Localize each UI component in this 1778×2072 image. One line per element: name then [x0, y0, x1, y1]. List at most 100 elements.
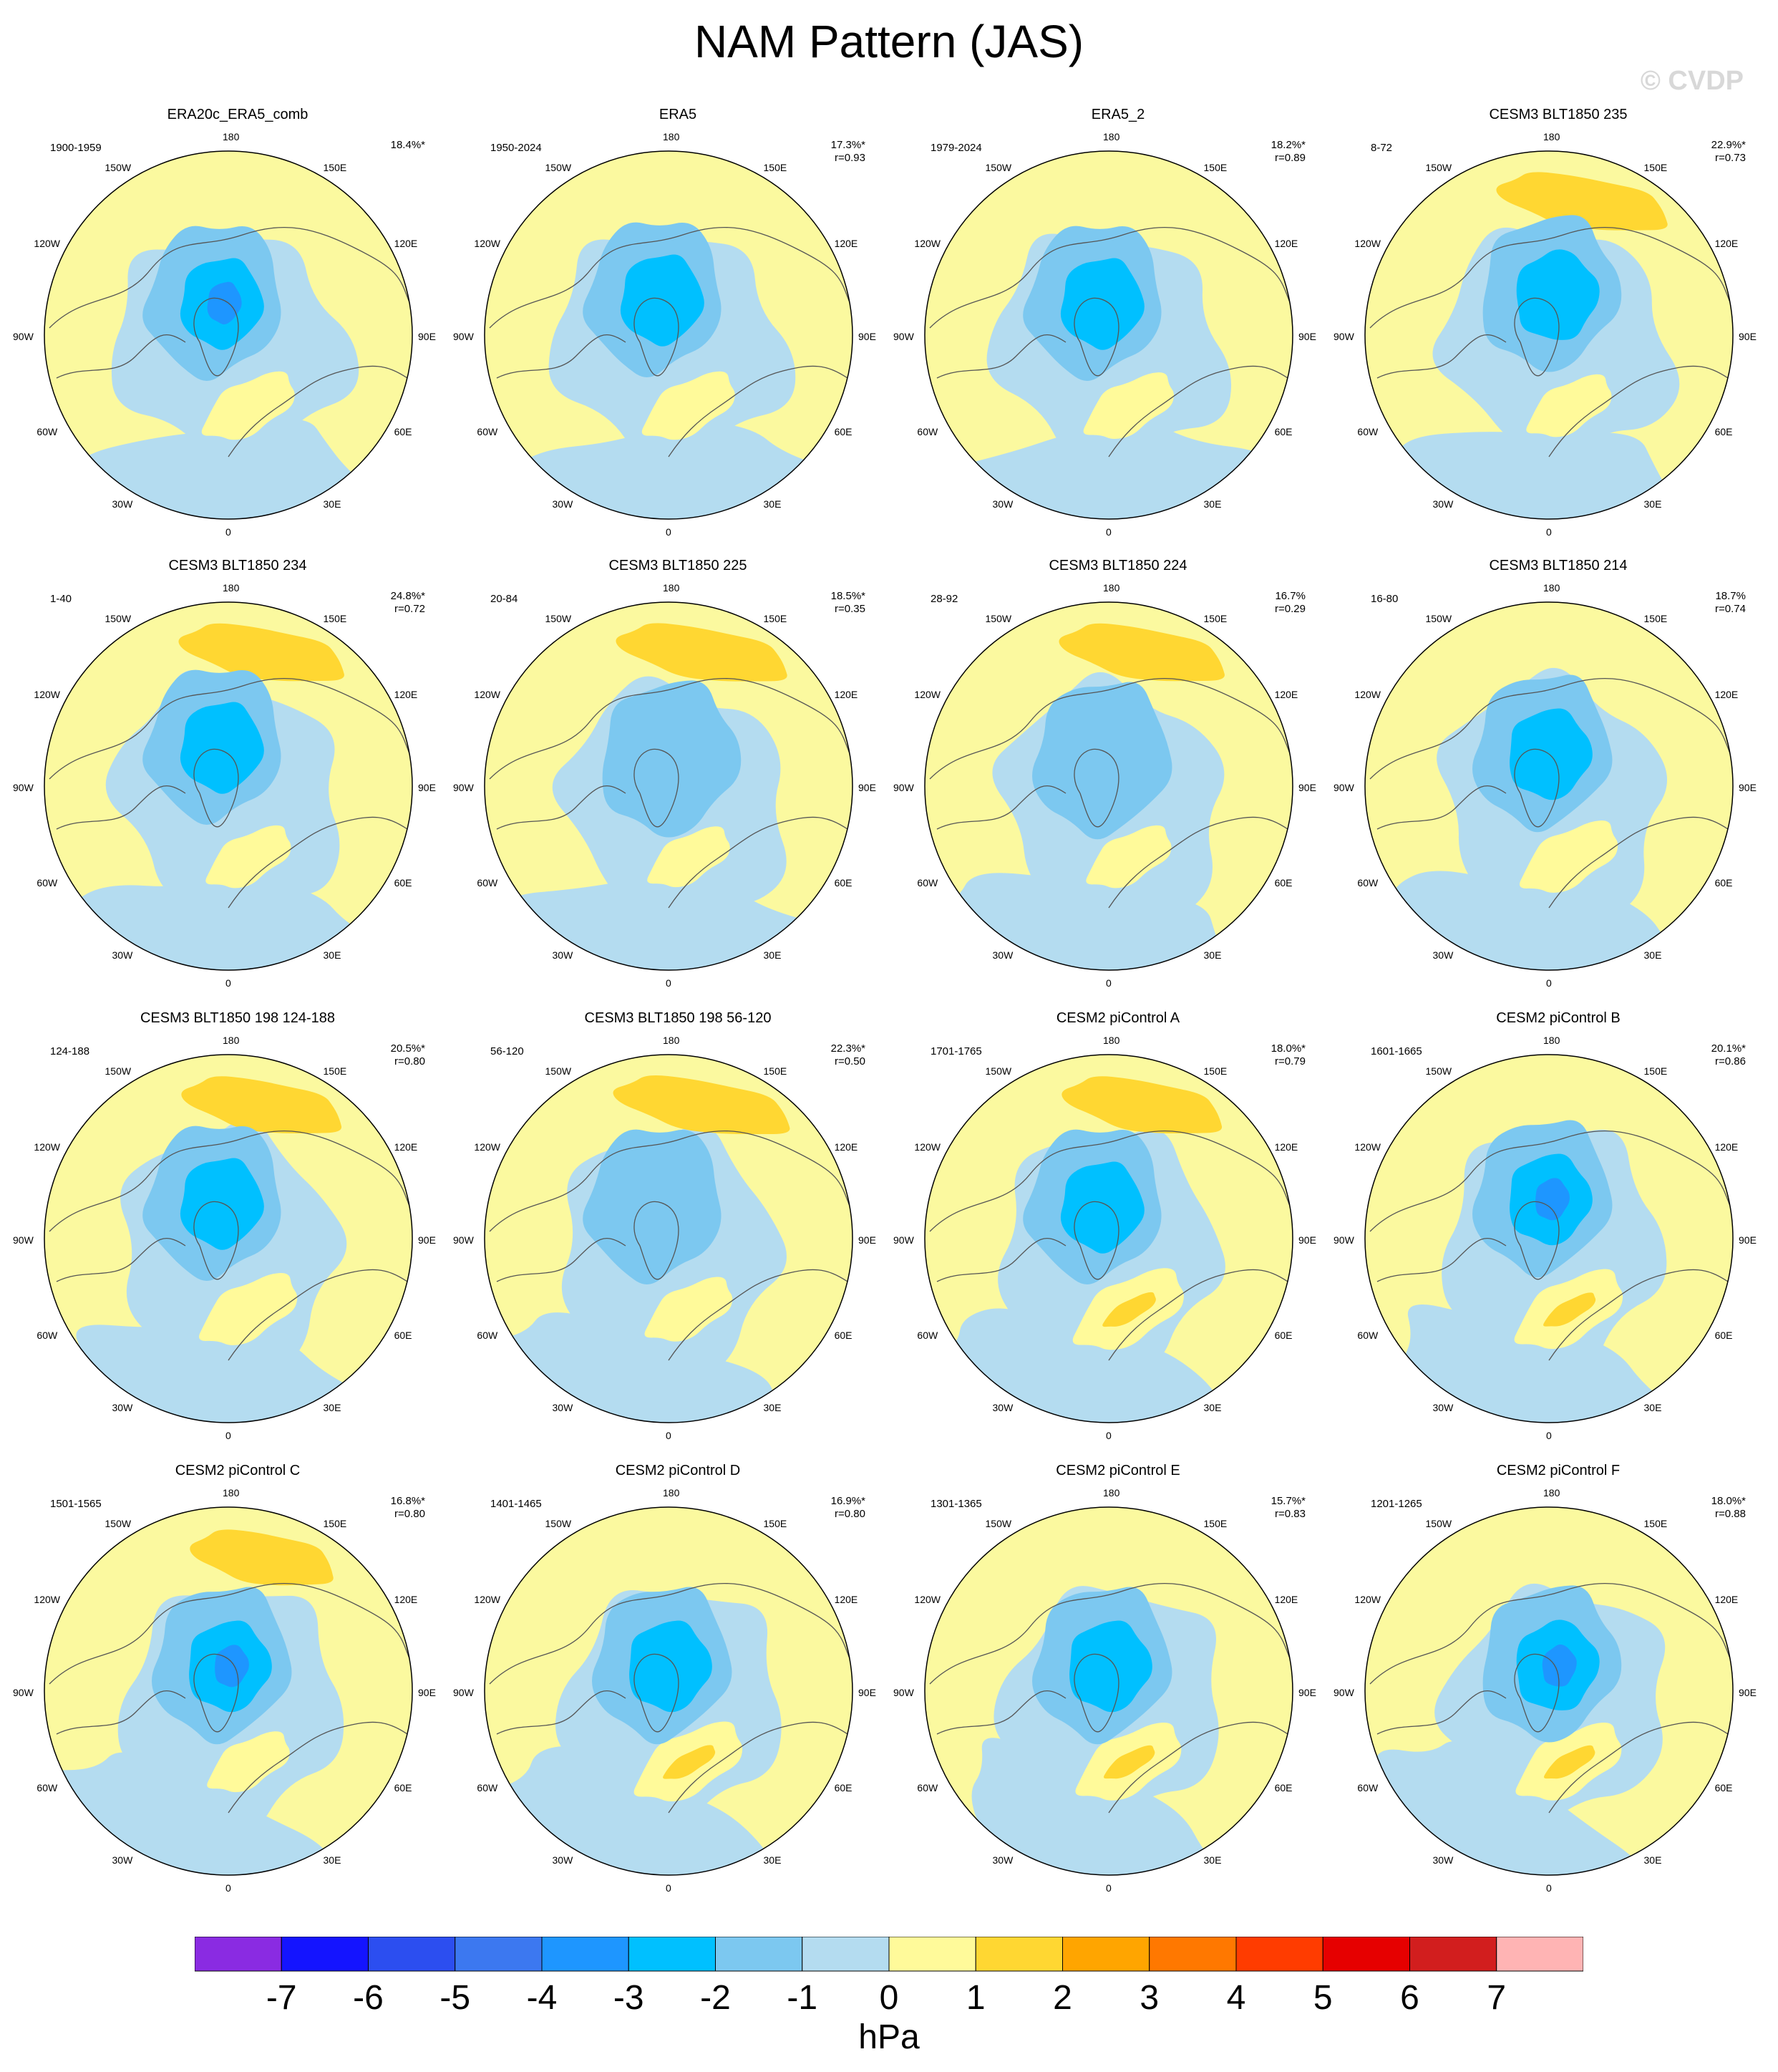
- coastline-europe: [228, 1269, 408, 1361]
- panel-period: 1301-1365: [931, 1498, 982, 1510]
- longitude-label: 90E: [1739, 1687, 1757, 1698]
- panel-title: CESM2 piControl C: [175, 1463, 301, 1478]
- coastline-greenland: [1074, 1653, 1119, 1733]
- positive-tongue: [1526, 374, 1612, 437]
- arctic-low-core: [620, 254, 704, 347]
- longitude-label: 30E: [323, 498, 341, 510]
- longitude-label: 120W: [914, 237, 941, 249]
- variance-explained: 18.0%*: [1711, 1495, 1746, 1507]
- negative-band: [508, 876, 847, 970]
- colorbar-segment: [715, 1937, 803, 1972]
- longitude-label: 90W: [453, 331, 474, 342]
- variance-explained: 18.4%*: [390, 139, 425, 151]
- longitude-label: 150E: [763, 613, 787, 625]
- colorbar-segment: [888, 1937, 976, 1972]
- longitude-label: 150E: [763, 1518, 787, 1530]
- variance-explained: 18.2%*: [1271, 139, 1306, 151]
- coastline-europe: [1548, 816, 1729, 909]
- arctic-low-outer: [602, 680, 742, 838]
- longitude-label: 120E: [1714, 237, 1739, 249]
- longitude-label: 120W: [1354, 1141, 1381, 1153]
- coastline-greenland: [1514, 748, 1560, 828]
- panel-period: 1701-1765: [931, 1045, 982, 1057]
- longitude-label: 60E: [1274, 425, 1293, 437]
- coastline-america: [496, 785, 626, 830]
- pacific-high: [1496, 172, 1668, 231]
- longitude-label: 60W: [477, 425, 498, 437]
- polar-map: [44, 150, 413, 520]
- longitude-label: 60E: [1714, 1781, 1733, 1793]
- coastline-america: [496, 334, 626, 379]
- map-border: [1364, 1506, 1734, 1876]
- longitude-label: 30E: [1643, 1854, 1662, 1866]
- coastline-greenland: [633, 297, 679, 377]
- longitude-label: 30W: [992, 949, 1014, 961]
- panel-stats: 15.7%* r=0.83: [1271, 1495, 1306, 1521]
- panel-stats: 18.0%* r=0.88: [1711, 1495, 1746, 1521]
- colorbar-tick-label: -4: [526, 1979, 558, 2017]
- arctic-low-core: [180, 1158, 264, 1250]
- negative-band: [971, 1738, 1265, 1875]
- longitude-label: 120E: [1274, 1593, 1298, 1605]
- arctic-low-core: [180, 702, 264, 794]
- coastline-greenland: [193, 748, 239, 828]
- colorbar-tick-label: 5: [1313, 1979, 1333, 2017]
- longitude-label: 150E: [323, 1518, 347, 1530]
- longitude-label: 90W: [1334, 331, 1354, 342]
- longitude-label: 150W: [985, 1065, 1012, 1078]
- coastline-north: [489, 1130, 852, 1232]
- negative-band: [52, 878, 384, 970]
- panel-period: 1601-1665: [1371, 1045, 1422, 1057]
- negative-band: [1405, 1304, 1716, 1423]
- pacific-high: [613, 1075, 790, 1135]
- longitude-label: 0: [225, 977, 231, 989]
- longitude-label: 0: [1106, 977, 1112, 989]
- negative-band: [76, 1325, 404, 1423]
- longitude-label: 180: [663, 131, 680, 142]
- longitude-label: 90E: [1298, 1234, 1316, 1246]
- coastline-america: [56, 1690, 186, 1735]
- variance-explained: 18.0%*: [1271, 1042, 1306, 1055]
- longitude-label: 0: [666, 526, 671, 538]
- longitude-label: 180: [223, 1035, 240, 1046]
- longitude-label: 120W: [914, 1141, 941, 1153]
- longitude-label: 90E: [1298, 1687, 1316, 1698]
- positive-center: [663, 1745, 716, 1779]
- longitude-label: 150W: [105, 613, 132, 625]
- panel-title: CESM2 piControl D: [615, 1463, 741, 1478]
- longitude-label: 180: [663, 582, 680, 594]
- coastline-north: [1369, 1582, 1732, 1685]
- panel-period: 1950-2024: [490, 142, 542, 154]
- pattern-correlation: r=0.74: [1715, 603, 1746, 615]
- coastline-america: [1376, 785, 1507, 830]
- longitude-label: 120W: [1354, 1593, 1381, 1605]
- longitude-label: 90E: [858, 1234, 876, 1246]
- positive-tongue: [199, 1273, 298, 1345]
- longitude-label: 180: [223, 1487, 240, 1499]
- colorbar-segment: [1322, 1937, 1410, 1972]
- longitude-label: 60E: [394, 1781, 412, 1793]
- negative-band: [925, 873, 1238, 970]
- longitude-label: 120W: [1354, 237, 1381, 249]
- longitude-label: 30E: [323, 1401, 341, 1413]
- variance-explained: 18.5%*: [830, 590, 865, 602]
- arctic-low-center: [1542, 1644, 1577, 1687]
- coastline-america: [936, 334, 1067, 379]
- coastline-greenland: [1514, 1653, 1560, 1733]
- longitude-label: 120W: [914, 1593, 941, 1605]
- longitude-label: 150W: [985, 162, 1012, 174]
- coastline-europe: [668, 816, 848, 909]
- longitude-label: 120E: [1274, 237, 1298, 249]
- longitude-label: 150W: [1425, 613, 1452, 625]
- positive-tongue: [641, 371, 735, 440]
- arctic-low-core: [1069, 1620, 1152, 1713]
- variance-explained: 20.1%*: [1711, 1042, 1746, 1055]
- pattern-correlation: r=0.86: [1715, 1055, 1746, 1068]
- longitude-label: 180: [223, 131, 240, 142]
- coastline-europe: [668, 365, 848, 458]
- panel-title: CESM2 piControl A: [1056, 1010, 1180, 1026]
- negative-band: [496, 421, 825, 519]
- longitude-label: 90W: [893, 1234, 914, 1246]
- longitude-label: 30E: [1203, 498, 1222, 510]
- longitude-label: 60E: [1274, 876, 1293, 889]
